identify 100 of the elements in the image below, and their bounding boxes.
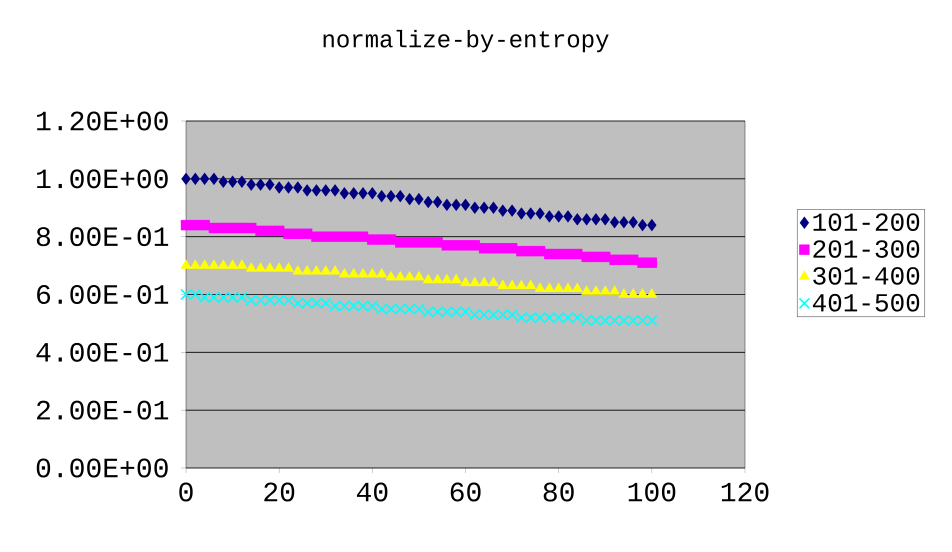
point	[368, 187, 378, 200]
point	[340, 187, 350, 200]
point	[488, 202, 498, 214]
x-tick-label: 0	[179, 482, 193, 502]
point	[442, 240, 452, 251]
point	[451, 198, 461, 212]
point	[582, 213, 592, 226]
point	[237, 176, 247, 188]
point	[236, 259, 248, 269]
point	[414, 192, 424, 206]
point	[218, 259, 229, 269]
point	[432, 274, 443, 284]
point	[637, 288, 648, 298]
point	[535, 207, 545, 220]
point	[638, 218, 648, 232]
point	[394, 270, 406, 280]
legend-label: 301-400	[813, 267, 920, 285]
point	[366, 268, 378, 278]
point	[227, 259, 238, 269]
point	[534, 282, 546, 292]
point	[618, 288, 630, 298]
point	[469, 276, 480, 286]
point	[497, 280, 508, 290]
point	[516, 246, 527, 256]
point	[506, 280, 518, 290]
point	[302, 184, 312, 197]
point	[190, 220, 201, 230]
point	[199, 220, 210, 230]
point	[478, 276, 490, 286]
point	[218, 222, 228, 234]
point	[395, 237, 406, 248]
point	[488, 243, 499, 254]
point	[516, 207, 526, 220]
point	[618, 254, 630, 265]
point	[265, 178, 275, 191]
point	[274, 181, 284, 194]
y-tick-label: 1.00E+00	[37, 169, 168, 188]
point	[572, 213, 582, 226]
point	[460, 276, 471, 286]
point	[507, 204, 517, 217]
point	[396, 190, 405, 202]
point	[610, 216, 620, 228]
point	[264, 262, 276, 272]
point	[367, 234, 378, 245]
point	[283, 262, 294, 272]
point	[256, 178, 266, 191]
point	[628, 288, 639, 298]
point	[506, 243, 518, 254]
point	[386, 270, 396, 280]
legend-label: 101-200	[813, 213, 920, 231]
point	[330, 231, 340, 242]
point	[320, 265, 332, 275]
point	[348, 268, 360, 278]
point	[516, 280, 527, 290]
point	[283, 228, 294, 239]
point	[302, 265, 313, 275]
y-tick-label: 2.00E-01	[37, 400, 168, 420]
point	[302, 228, 312, 239]
point	[404, 237, 415, 248]
point	[526, 207, 536, 220]
point	[246, 262, 257, 272]
point	[255, 226, 266, 236]
point	[450, 274, 462, 284]
point	[338, 268, 350, 278]
point	[479, 202, 489, 214]
point	[236, 222, 248, 234]
point	[218, 176, 228, 188]
point	[544, 282, 555, 292]
point	[460, 198, 470, 212]
point	[208, 222, 220, 234]
legend-label: 401-500	[812, 294, 920, 312]
point	[562, 282, 574, 292]
point	[591, 213, 601, 226]
point	[255, 262, 266, 272]
point	[404, 192, 414, 206]
point	[293, 181, 302, 194]
point	[284, 181, 294, 194]
point	[386, 234, 396, 245]
point	[181, 172, 191, 186]
point	[572, 248, 583, 260]
point	[358, 187, 368, 200]
point	[553, 248, 564, 260]
point	[376, 268, 388, 278]
point	[358, 231, 368, 242]
point	[646, 288, 658, 298]
point	[180, 259, 192, 269]
x-tick-label: 100	[628, 482, 676, 502]
point	[330, 265, 340, 275]
point	[525, 280, 536, 290]
point	[180, 220, 192, 230]
point	[600, 285, 611, 295]
point	[619, 216, 629, 228]
point	[646, 257, 658, 268]
x-tick-label: 20	[264, 482, 294, 502]
point	[600, 213, 610, 226]
point	[199, 259, 210, 269]
point	[628, 254, 638, 265]
point	[246, 222, 256, 234]
point	[227, 222, 238, 234]
y-tick-label: 0.00E+00	[36, 458, 168, 478]
